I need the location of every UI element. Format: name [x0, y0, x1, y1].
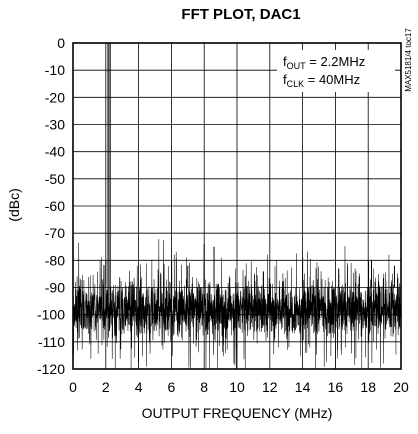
y-tick-label: 0 [57, 35, 65, 51]
x-tick-label: 6 [168, 379, 176, 395]
x-tick-label: 12 [262, 379, 278, 395]
x-tick-label: 4 [135, 379, 143, 395]
y-tick-label: -80 [45, 252, 65, 268]
x-tick-label: 16 [328, 379, 344, 395]
fclk-annotation: fCLK = 40MHz [283, 72, 360, 89]
x-tick-label: 8 [200, 379, 208, 395]
x-tick-label: 18 [360, 379, 376, 395]
y-tick-label: -40 [45, 144, 65, 160]
x-tick-label: 14 [295, 379, 311, 395]
x-tick-label: 10 [229, 379, 245, 395]
noise-floor-trace [72, 239, 402, 370]
y-tick-label: -30 [45, 117, 65, 133]
plot-frame [72, 42, 402, 370]
chart-title: FFT PLOT, DAC1 [181, 6, 300, 23]
y-tick-label: -50 [45, 171, 65, 187]
y-tick-label: -70 [45, 225, 65, 241]
y-tick-label: -20 [45, 89, 65, 105]
y-tick-label: -10 [45, 62, 65, 78]
y-tick-label: -60 [45, 198, 65, 214]
fout-annotation: fOUT = 2.2MHz [283, 54, 365, 71]
y-tick-label: -110 [38, 334, 65, 350]
y-axis-ticks: 0 -10 -20 -30 -40 -50 -60 -70 -80 -90 -100 -110 -120 [37, 35, 65, 377]
x-axis-ticks: 0 2 4 6 8 10 12 14 16 18 20 [69, 379, 409, 395]
y-tick-label: -90 [45, 280, 65, 296]
y-tick-label: -120 [37, 361, 65, 377]
fft-trace [72, 43, 402, 370]
x-tick-label: 2 [102, 379, 110, 395]
annotation-box [277, 50, 395, 92]
x-tick-label: 20 [393, 379, 409, 395]
side-label: MAX5181/4 toc17 [404, 28, 413, 92]
x-axis-label: OUTPUT FREQUENCY (MHz) [142, 405, 333, 421]
y-axis-label: (dBc) [6, 188, 22, 221]
x-tick-label: 0 [69, 379, 77, 395]
y-tick-label: -100 [37, 307, 65, 323]
